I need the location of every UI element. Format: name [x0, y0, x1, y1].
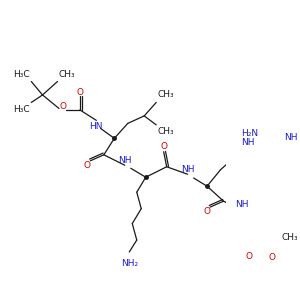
Text: CH₃: CH₃ — [158, 127, 174, 136]
Text: O: O — [84, 161, 91, 170]
Text: CH₃: CH₃ — [281, 232, 298, 242]
Text: NH: NH — [284, 133, 298, 142]
Text: O: O — [268, 253, 275, 262]
Text: O: O — [245, 252, 252, 261]
Text: CH₃: CH₃ — [59, 70, 76, 79]
Text: NH: NH — [241, 138, 254, 147]
Text: NH: NH — [235, 200, 248, 209]
Text: NH: NH — [118, 155, 131, 164]
Text: H₂N: H₂N — [242, 129, 259, 138]
Text: H₃C: H₃C — [13, 105, 30, 114]
Text: O: O — [76, 88, 83, 97]
Text: NH₂: NH₂ — [121, 260, 138, 268]
Text: O: O — [60, 102, 67, 111]
Text: O: O — [160, 142, 167, 151]
Text: H₃C: H₃C — [13, 70, 30, 79]
Text: HN: HN — [90, 122, 103, 131]
Text: CH₃: CH₃ — [158, 90, 174, 99]
Text: NH: NH — [181, 164, 194, 173]
Text: O: O — [204, 207, 211, 216]
